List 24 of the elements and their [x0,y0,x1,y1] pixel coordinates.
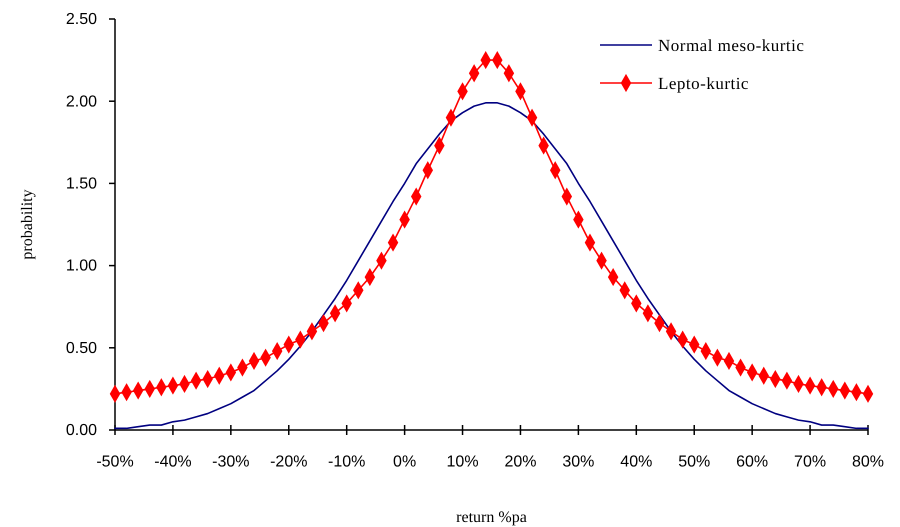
y-tick-label: 1.00 [66,258,98,275]
x-tick-label: 40% [620,453,652,470]
x-tick-label: 0% [393,453,416,470]
legend-label: Normal meso-kurtic [658,36,804,55]
x-tick-label: -40% [154,453,192,470]
x-tick-label: -50% [96,453,134,470]
x-tick-label: 60% [736,453,768,470]
x-tick-label: 50% [678,453,710,470]
x-tick-label: -20% [270,453,308,470]
x-tick-label: 70% [794,453,826,470]
y-axis-title: probability [19,189,36,260]
y-tick-label: 2.50 [66,11,98,28]
x-axis-title: return %pa [456,509,527,526]
x-tick-label: 10% [446,453,479,470]
legend-label: Lepto-kurtic [658,74,749,93]
y-tick-label: 0.00 [66,422,98,440]
x-tick-label: 30% [562,453,594,470]
y-tick-label: 1.50 [66,176,98,193]
x-tick-label: 20% [504,453,536,470]
x-tick-label: 80% [852,453,884,470]
x-tick-label: -10% [328,453,366,470]
y-tick-label: 0.50 [66,340,98,357]
x-tick-label: -30% [212,453,250,470]
y-tick-label: 2.00 [66,93,98,110]
